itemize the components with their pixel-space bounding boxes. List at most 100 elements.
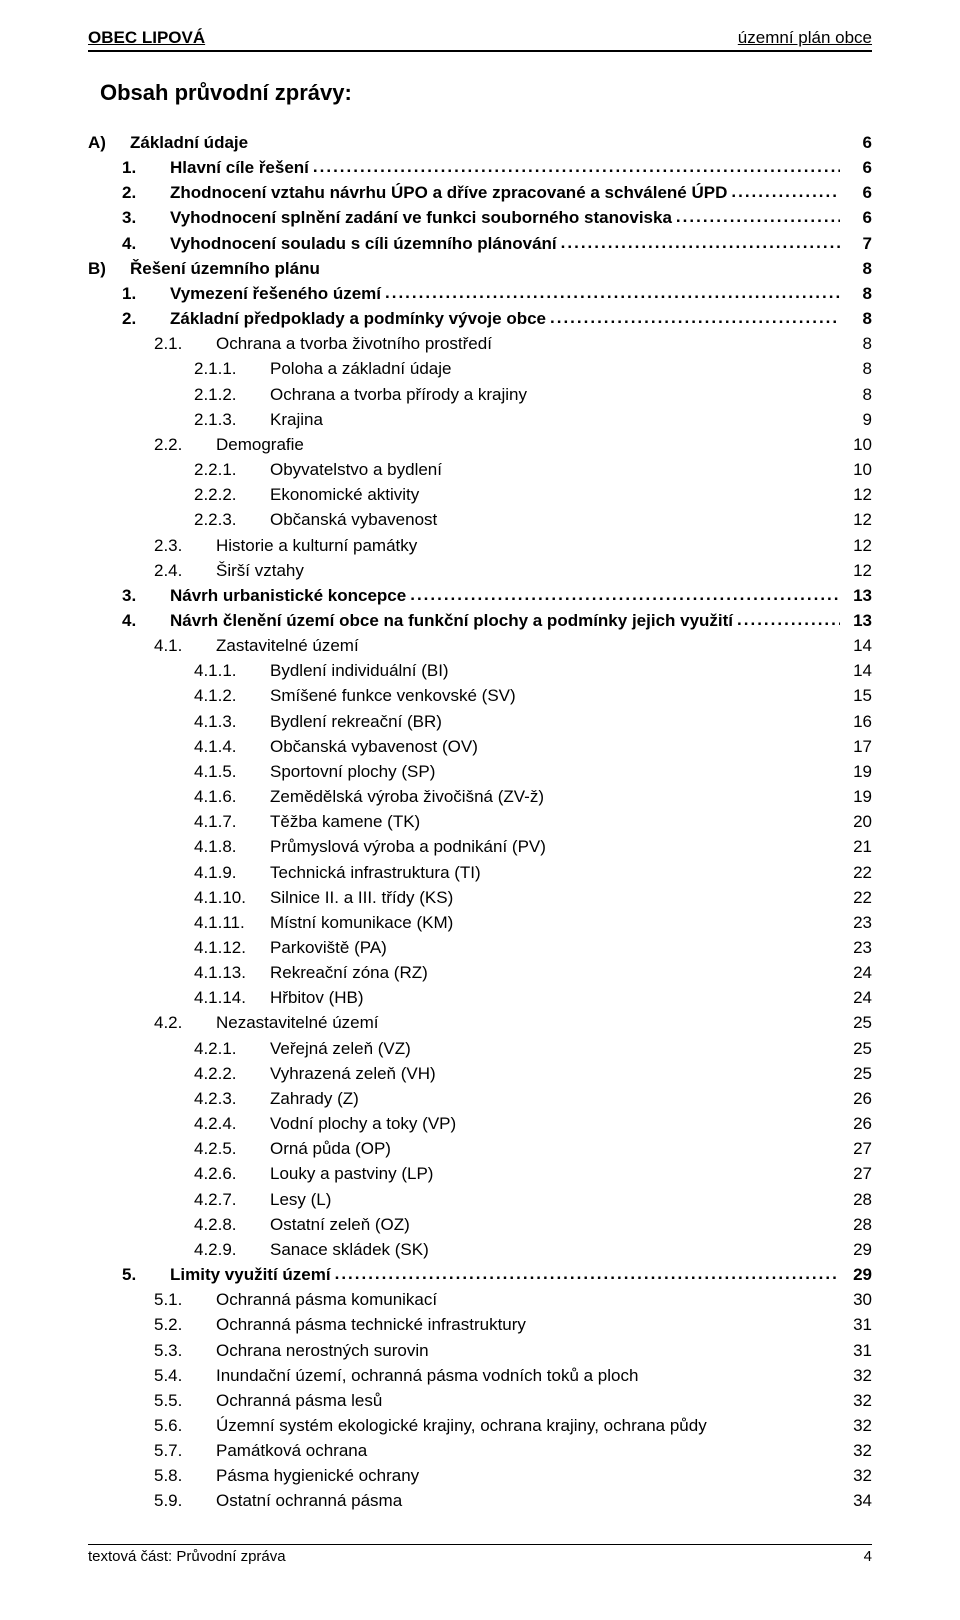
toc-entry-label: Ochrana nerostných surovin <box>210 1338 429 1363</box>
toc-entry: 2.2.2.Ekonomické aktivity12 <box>88 482 872 507</box>
toc-entry-number: 4.1.6. <box>194 784 264 809</box>
toc-entry-label: Krajina <box>264 407 323 432</box>
toc-entry-label: Návrh urbanistické koncepce <box>164 583 406 608</box>
toc-leader <box>672 204 844 229</box>
toc-entry: 4.2.8.Ostatní zeleň (OZ)28 <box>88 1212 872 1237</box>
toc-entry-number: 5.9. <box>154 1488 210 1513</box>
toc-entry-page: 10 <box>844 432 872 457</box>
toc-entry-label: Místní komunikace (KM) <box>264 910 453 935</box>
toc-entry-page: 8 <box>844 306 872 331</box>
toc-entry-number: 4.2.6. <box>194 1161 264 1186</box>
toc-entry-label: Obyvatelstvo a bydlení <box>264 457 442 482</box>
toc-entry-page: 17 <box>844 734 872 759</box>
toc-entry-page: 29 <box>844 1262 872 1287</box>
toc-entry-label: Průmyslová výroba a podnikání (PV) <box>264 834 546 859</box>
toc-entry: 5.4.Inundační území, ochranná pásma vodn… <box>88 1363 872 1388</box>
toc-entry-page: 26 <box>844 1111 872 1136</box>
toc-entry-label: Poloha a základní údaje <box>264 356 451 381</box>
toc-entry-page: 19 <box>844 759 872 784</box>
toc-entry-number: 3. <box>122 205 164 230</box>
toc-entry-number: 4.2.9. <box>194 1237 264 1262</box>
toc-entry-label: Ochranná pásma lesů <box>210 1388 382 1413</box>
toc-leader <box>381 280 844 305</box>
toc-entry-number: 2.3. <box>154 533 210 558</box>
toc-entry-number: 4.1.4. <box>194 734 264 759</box>
toc-entry-number: 1. <box>122 281 164 306</box>
toc-entry-number: 4.1.11. <box>194 910 264 935</box>
toc-entry-page: 32 <box>844 1363 872 1388</box>
toc-entry-page: 32 <box>844 1438 872 1463</box>
header-left: OBEC LIPOVÁ <box>88 28 205 48</box>
toc-entry-page: 23 <box>844 910 872 935</box>
toc-entry-number: B) <box>88 256 124 281</box>
toc-entry: 4.1.10.Silnice II. a III. třídy (KS)22 <box>88 885 872 910</box>
toc-entry-label: Historie a kulturní památky <box>210 533 417 558</box>
toc-entry: 4.1.5.Sportovní plochy (SP)19 <box>88 759 872 784</box>
toc-entry-label: Zahrady (Z) <box>264 1086 359 1111</box>
toc-entry-page: 12 <box>844 558 872 583</box>
toc-entry-label: Řešení územního plánu <box>124 256 320 281</box>
toc-entry-page: 19 <box>844 784 872 809</box>
toc-entry-page: 32 <box>844 1463 872 1488</box>
toc-entry-number: 5.4. <box>154 1363 210 1388</box>
toc-entry: 5.6.Územní systém ekologické krajiny, oc… <box>88 1413 872 1438</box>
toc-entry: 5.9.Ostatní ochranná pásma34 <box>88 1488 872 1513</box>
toc-entry-number: 5.8. <box>154 1463 210 1488</box>
toc-entry-label: Inundační území, ochranná pásma vodních … <box>210 1363 638 1388</box>
toc-entry-label: Ekonomické aktivity <box>264 482 419 507</box>
toc-entry-label: Demografie <box>210 432 304 457</box>
toc-entry-number: 5. <box>122 1262 164 1287</box>
toc-entry-page: 31 <box>844 1312 872 1337</box>
toc-entry-label: Návrh členění území obce na funkční ploc… <box>164 608 733 633</box>
toc-entry-number: 5.2. <box>154 1312 210 1337</box>
toc-entry-number: 4.1.1. <box>194 658 264 683</box>
toc-entry-number: 2. <box>122 180 164 205</box>
toc-entry-page: 8 <box>844 356 872 381</box>
toc-entry-number: 4.2.2. <box>194 1061 264 1086</box>
toc-entry: 4.Návrh členění území obce na funkční pl… <box>88 608 872 633</box>
toc-entry-page: 8 <box>844 281 872 306</box>
toc-entry: 2.1.Ochrana a tvorba životního prostředí… <box>88 331 872 356</box>
toc-leader <box>309 154 844 179</box>
toc-entry: 2.1.2.Ochrana a tvorba přírody a krajiny… <box>88 382 872 407</box>
toc-entry: 4.1.4.Občanská vybavenost (OV)17 <box>88 734 872 759</box>
toc-entry: 4.2.7.Lesy (L)28 <box>88 1187 872 1212</box>
toc-entry-number: A) <box>88 130 124 155</box>
toc-entry-number: 5.7. <box>154 1438 210 1463</box>
toc-entry-label: Ochranná pásma komunikací <box>210 1287 437 1312</box>
toc-entry-number: 4. <box>122 608 164 633</box>
toc-entry: 5.2.Ochranná pásma technické infrastrukt… <box>88 1312 872 1337</box>
toc-entry-number: 4.1.7. <box>194 809 264 834</box>
toc-entry-number: 5.6. <box>154 1413 210 1438</box>
toc-entry: 5.7.Památková ochrana32 <box>88 1438 872 1463</box>
toc-entry: 2.2.3.Občanská vybavenost12 <box>88 507 872 532</box>
toc-entry-number: 4.1.12. <box>194 935 264 960</box>
toc-entry: 2.1.1.Poloha a základní údaje8 <box>88 356 872 381</box>
toc-entry-number: 4. <box>122 231 164 256</box>
toc-entry: 4.1.12.Parkoviště (PA)23 <box>88 935 872 960</box>
toc-entry-number: 5.3. <box>154 1338 210 1363</box>
toc-entry-number: 4.1. <box>154 633 210 658</box>
toc-entry-page: 9 <box>844 407 872 432</box>
toc-entry-number: 2.1.3. <box>194 407 264 432</box>
toc-entry-label: Limity využití území <box>164 1262 331 1287</box>
toc-entry-page: 7 <box>844 231 872 256</box>
toc-entry-page: 26 <box>844 1086 872 1111</box>
toc-entry: 4.2.2.Vyhrazená zeleň (VH)25 <box>88 1061 872 1086</box>
toc-entry-page: 25 <box>844 1036 872 1061</box>
toc-leader <box>727 179 844 204</box>
toc-entry-number: 2.2.3. <box>194 507 264 532</box>
toc-entry-label: Louky a pastviny (LP) <box>264 1161 433 1186</box>
toc-entry-label: Orná půda (OP) <box>264 1136 391 1161</box>
toc-entry-number: 2.1. <box>154 331 210 356</box>
toc-entry-label: Zhodnocení vztahu návrhu ÚPO a dříve zpr… <box>164 180 727 205</box>
toc-entry-page: 6 <box>844 155 872 180</box>
toc-entry-label: Těžba kamene (TK) <box>264 809 420 834</box>
toc-entry: 1.Vymezení řešeného území8 <box>88 281 872 306</box>
toc-entry-number: 4.1.9. <box>194 860 264 885</box>
toc-entry-number: 4.1.10. <box>194 885 264 910</box>
toc-entry: 1.Hlavní cíle řešení6 <box>88 155 872 180</box>
toc-entry: 4.2.5.Orná půda (OP)27 <box>88 1136 872 1161</box>
toc-entry-page: 12 <box>844 482 872 507</box>
toc-entry-number: 2.2. <box>154 432 210 457</box>
